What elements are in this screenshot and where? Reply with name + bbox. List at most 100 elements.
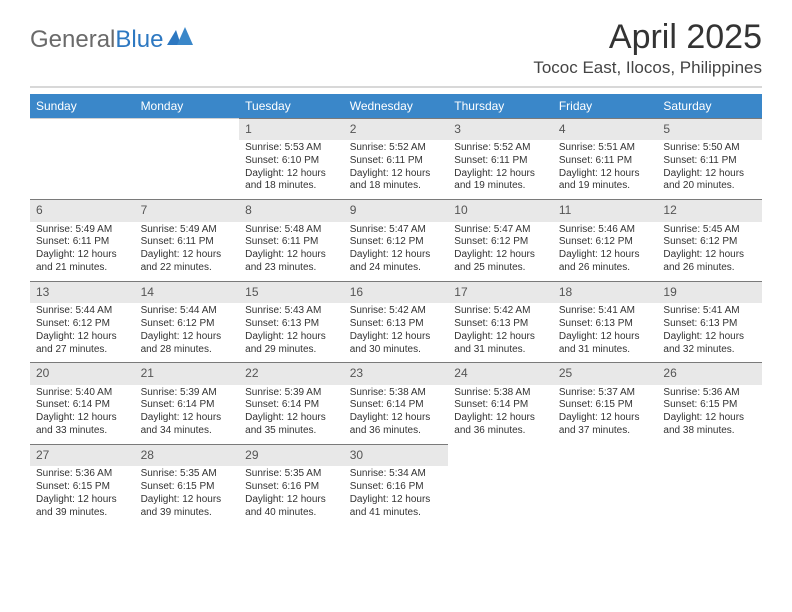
weekday-header: Saturday — [657, 94, 762, 118]
day-body: Sunrise: 5:41 AMSunset: 6:13 PMDaylight:… — [553, 303, 658, 362]
sunset-line: Sunset: 6:10 PM — [245, 155, 338, 168]
calendar-cell: 12Sunrise: 5:45 AMSunset: 6:12 PMDayligh… — [657, 199, 762, 281]
sunrise-line: Sunrise: 5:49 AM — [141, 224, 234, 237]
calendar-cell: 14Sunrise: 5:44 AMSunset: 6:12 PMDayligh… — [135, 281, 240, 363]
calendar-cell: 7Sunrise: 5:49 AMSunset: 6:11 PMDaylight… — [135, 199, 240, 281]
logo-text-blue: Blue — [115, 26, 163, 54]
calendar-cell: 6Sunrise: 5:49 AMSunset: 6:11 PMDaylight… — [30, 199, 135, 281]
day-number: 30 — [344, 444, 449, 466]
daylight-line: Daylight: 12 hours and 38 minutes. — [663, 412, 756, 438]
sunrise-line: Sunrise: 5:34 AM — [350, 468, 443, 481]
sunrise-line: Sunrise: 5:35 AM — [245, 468, 338, 481]
daylight-line: Daylight: 12 hours and 33 minutes. — [36, 412, 129, 438]
daylight-line: Daylight: 12 hours and 34 minutes. — [141, 412, 234, 438]
calendar-cell: 23Sunrise: 5:38 AMSunset: 6:14 PMDayligh… — [344, 362, 449, 444]
calendar-cell: 8Sunrise: 5:48 AMSunset: 6:11 PMDaylight… — [239, 199, 344, 281]
day-body: Sunrise: 5:39 AMSunset: 6:14 PMDaylight:… — [239, 385, 344, 444]
day-body: Sunrise: 5:44 AMSunset: 6:12 PMDaylight:… — [30, 303, 135, 362]
sunrise-line: Sunrise: 5:39 AM — [141, 387, 234, 400]
page-header: GeneralBlue April 2025 Tococ East, Iloco… — [30, 20, 762, 78]
sunset-line: Sunset: 6:14 PM — [350, 399, 443, 412]
daylight-line: Daylight: 12 hours and 30 minutes. — [350, 331, 443, 357]
sunset-line: Sunset: 6:11 PM — [350, 155, 443, 168]
sunset-line: Sunset: 6:15 PM — [559, 399, 652, 412]
day-number: 16 — [344, 281, 449, 303]
sunset-line: Sunset: 6:12 PM — [350, 236, 443, 249]
calendar-cell: 24Sunrise: 5:38 AMSunset: 6:14 PMDayligh… — [448, 362, 553, 444]
calendar-cell: 19Sunrise: 5:41 AMSunset: 6:13 PMDayligh… — [657, 281, 762, 363]
calendar-cell: 3Sunrise: 5:52 AMSunset: 6:11 PMDaylight… — [448, 118, 553, 200]
daylight-line: Daylight: 12 hours and 39 minutes. — [36, 494, 129, 520]
sunrise-line: Sunrise: 5:47 AM — [454, 224, 547, 237]
daylight-line: Daylight: 12 hours and 41 minutes. — [350, 494, 443, 520]
sunset-line: Sunset: 6:13 PM — [245, 318, 338, 331]
day-number: 23 — [344, 362, 449, 384]
sunrise-line: Sunrise: 5:47 AM — [350, 224, 443, 237]
day-body: Sunrise: 5:41 AMSunset: 6:13 PMDaylight:… — [657, 303, 762, 362]
day-body: Sunrise: 5:52 AMSunset: 6:11 PMDaylight:… — [448, 140, 553, 199]
sunset-line: Sunset: 6:13 PM — [559, 318, 652, 331]
day-number: 7 — [135, 199, 240, 221]
sunrise-line: Sunrise: 5:43 AM — [245, 305, 338, 318]
calendar-cell-empty — [135, 118, 240, 200]
daylight-line: Daylight: 12 hours and 23 minutes. — [245, 249, 338, 275]
sunrise-line: Sunrise: 5:46 AM — [559, 224, 652, 237]
daylight-line: Daylight: 12 hours and 31 minutes. — [559, 331, 652, 357]
calendar-cell: 25Sunrise: 5:37 AMSunset: 6:15 PMDayligh… — [553, 362, 658, 444]
day-body: Sunrise: 5:45 AMSunset: 6:12 PMDaylight:… — [657, 222, 762, 281]
day-body: Sunrise: 5:42 AMSunset: 6:13 PMDaylight:… — [448, 303, 553, 362]
weekday-header: Sunday — [30, 94, 135, 118]
sunrise-line: Sunrise: 5:36 AM — [663, 387, 756, 400]
calendar-cell: 20Sunrise: 5:40 AMSunset: 6:14 PMDayligh… — [30, 362, 135, 444]
sunrise-line: Sunrise: 5:42 AM — [454, 305, 547, 318]
calendar-cell: 27Sunrise: 5:36 AMSunset: 6:15 PMDayligh… — [30, 444, 135, 526]
calendar-cell: 17Sunrise: 5:42 AMSunset: 6:13 PMDayligh… — [448, 281, 553, 363]
day-number: 29 — [239, 444, 344, 466]
daylight-line: Daylight: 12 hours and 26 minutes. — [663, 249, 756, 275]
sunrise-line: Sunrise: 5:44 AM — [36, 305, 129, 318]
day-body: Sunrise: 5:49 AMSunset: 6:11 PMDaylight:… — [135, 222, 240, 281]
calendar-cell: 29Sunrise: 5:35 AMSunset: 6:16 PMDayligh… — [239, 444, 344, 526]
day-number: 9 — [344, 199, 449, 221]
weekday-header: Thursday — [448, 94, 553, 118]
sunrise-line: Sunrise: 5:42 AM — [350, 305, 443, 318]
day-body: Sunrise: 5:35 AMSunset: 6:16 PMDaylight:… — [239, 466, 344, 525]
sunrise-line: Sunrise: 5:35 AM — [141, 468, 234, 481]
day-number: 10 — [448, 199, 553, 221]
sunrise-line: Sunrise: 5:50 AM — [663, 142, 756, 155]
day-number: 22 — [239, 362, 344, 384]
logo-mark-icon — [167, 24, 193, 52]
calendar-cell: 10Sunrise: 5:47 AMSunset: 6:12 PMDayligh… — [448, 199, 553, 281]
calendar-cell: 26Sunrise: 5:36 AMSunset: 6:15 PMDayligh… — [657, 362, 762, 444]
weekday-header: Friday — [553, 94, 658, 118]
sunset-line: Sunset: 6:13 PM — [454, 318, 547, 331]
sunset-line: Sunset: 6:11 PM — [663, 155, 756, 168]
day-number: 12 — [657, 199, 762, 221]
weekday-header: Wednesday — [344, 94, 449, 118]
day-number: 25 — [553, 362, 658, 384]
daylight-line: Daylight: 12 hours and 24 minutes. — [350, 249, 443, 275]
day-number: 18 — [553, 281, 658, 303]
calendar-cell: 28Sunrise: 5:35 AMSunset: 6:15 PMDayligh… — [135, 444, 240, 526]
sunrise-line: Sunrise: 5:38 AM — [350, 387, 443, 400]
day-body: Sunrise: 5:40 AMSunset: 6:14 PMDaylight:… — [30, 385, 135, 444]
sunset-line: Sunset: 6:13 PM — [350, 318, 443, 331]
daylight-line: Daylight: 12 hours and 20 minutes. — [663, 168, 756, 194]
day-number: 11 — [553, 199, 658, 221]
sunset-line: Sunset: 6:15 PM — [663, 399, 756, 412]
daylight-line: Daylight: 12 hours and 28 minutes. — [141, 331, 234, 357]
sunrise-line: Sunrise: 5:49 AM — [36, 224, 129, 237]
weekday-header: Monday — [135, 94, 240, 118]
sunset-line: Sunset: 6:11 PM — [559, 155, 652, 168]
calendar-cell: 1Sunrise: 5:53 AMSunset: 6:10 PMDaylight… — [239, 118, 344, 200]
daylight-line: Daylight: 12 hours and 19 minutes. — [454, 168, 547, 194]
sunrise-line: Sunrise: 5:53 AM — [245, 142, 338, 155]
day-body: Sunrise: 5:38 AMSunset: 6:14 PMDaylight:… — [344, 385, 449, 444]
sunrise-line: Sunrise: 5:48 AM — [245, 224, 338, 237]
day-number: 15 — [239, 281, 344, 303]
daylight-line: Daylight: 12 hours and 40 minutes. — [245, 494, 338, 520]
day-body: Sunrise: 5:49 AMSunset: 6:11 PMDaylight:… — [30, 222, 135, 281]
day-number: 17 — [448, 281, 553, 303]
daylight-line: Daylight: 12 hours and 22 minutes. — [141, 249, 234, 275]
sunset-line: Sunset: 6:11 PM — [36, 236, 129, 249]
